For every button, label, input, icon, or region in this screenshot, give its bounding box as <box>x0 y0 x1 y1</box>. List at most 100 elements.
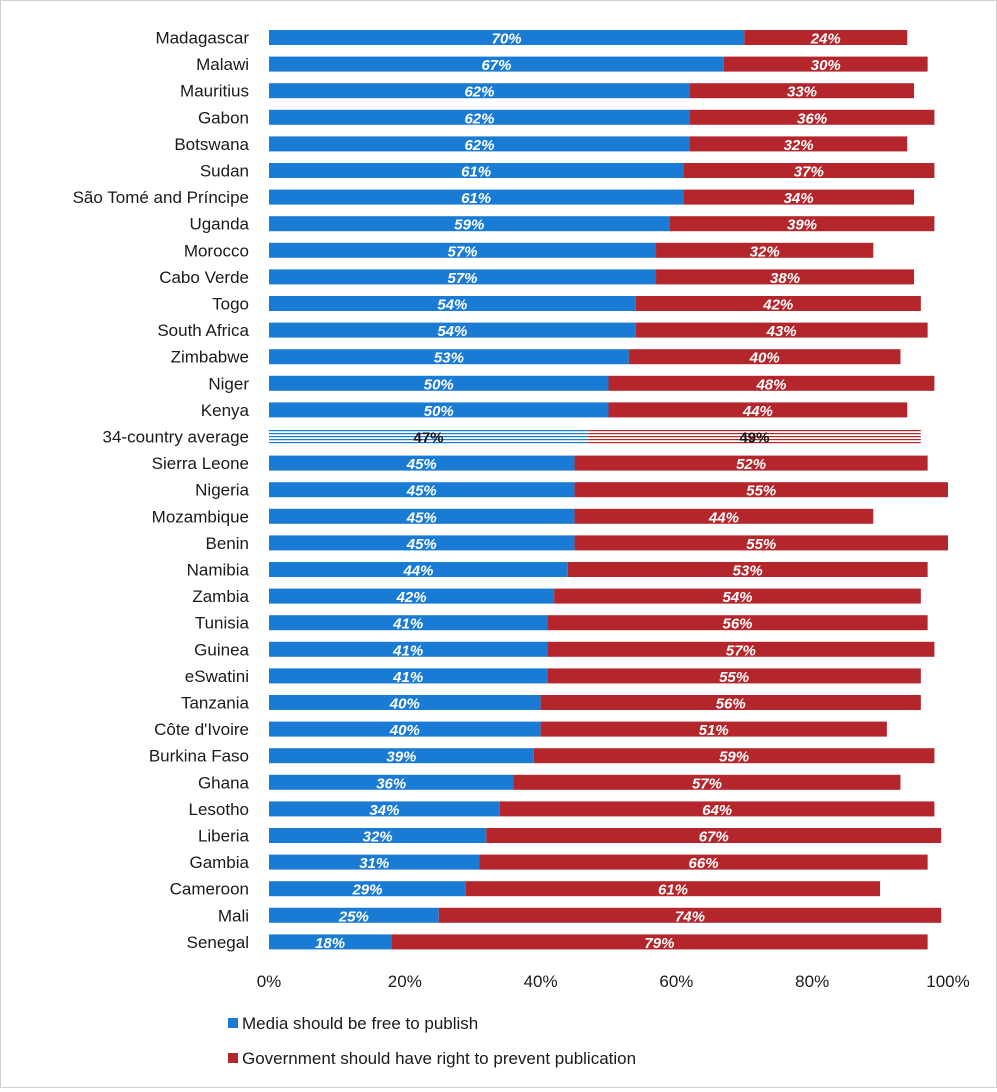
category-label: Burkina Faso <box>149 747 249 766</box>
data-label: 56% <box>722 616 752 633</box>
category-label: Cabo Verde <box>159 268 249 287</box>
data-label: 53% <box>733 563 763 580</box>
category-label: Madagascar <box>155 29 249 48</box>
category-label: Gabon <box>198 108 249 127</box>
category-label: Guinea <box>194 640 249 659</box>
bar-segment-free-to-publish <box>269 83 690 99</box>
category-label: Senegal <box>187 933 249 952</box>
data-label: 37% <box>794 164 824 181</box>
bar-segment-government-prevent <box>628 349 901 365</box>
bar-segment-government-prevent <box>574 535 948 551</box>
category-label: eSwatini <box>185 667 249 686</box>
data-label: 33% <box>787 84 817 101</box>
bar-segment-government-prevent <box>533 748 935 764</box>
data-label: 59% <box>719 749 749 766</box>
data-label: 44% <box>708 509 739 526</box>
x-tick-label: 80% <box>795 972 829 991</box>
data-label: 45% <box>406 509 437 526</box>
bar-segment-free-to-publish <box>269 801 500 817</box>
bar-segment-free-to-publish <box>269 535 575 551</box>
category-label: Tunisia <box>195 614 250 633</box>
data-label: 57% <box>447 243 477 260</box>
data-label: 38% <box>770 270 800 287</box>
category-label: Sierra Leone <box>152 454 249 473</box>
bar-segment-free-to-publish <box>269 109 690 125</box>
bar-segment-free-to-publish <box>269 828 487 843</box>
data-label: 34% <box>369 802 399 819</box>
data-label: 62% <box>464 110 494 127</box>
x-tick-label: 40% <box>524 972 558 991</box>
bar-segment-government-prevent <box>683 163 935 178</box>
bar-segment-free-to-publish <box>269 562 568 577</box>
bar-segment-free-to-publish <box>269 854 480 870</box>
bar-segment-government-prevent <box>588 429 921 444</box>
bar-segment-free-to-publish <box>269 934 392 950</box>
legend-swatch <box>228 1053 238 1063</box>
data-label: 18% <box>315 935 345 952</box>
bar-segment-free-to-publish <box>269 482 575 498</box>
data-label: 36% <box>376 775 406 792</box>
category-label: Niger <box>208 374 249 393</box>
category-label: Benin <box>206 534 249 553</box>
bar-segment-government-prevent <box>574 508 874 524</box>
data-label: 49% <box>739 430 769 447</box>
bar-segment-government-prevent <box>608 402 908 418</box>
bar-segment-free-to-publish <box>269 455 575 471</box>
category-label: Zambia <box>192 587 249 606</box>
category-label: Kenya <box>201 401 250 420</box>
data-label: 41% <box>392 642 423 659</box>
bar-segment-government-prevent <box>689 109 935 125</box>
data-label: 45% <box>406 456 437 473</box>
data-label: 59% <box>454 217 484 234</box>
data-label: 40% <box>389 722 420 739</box>
data-label: 25% <box>338 908 369 925</box>
legend-swatch <box>228 1018 238 1028</box>
bar-segment-government-prevent <box>723 56 928 72</box>
data-label: 34% <box>784 190 814 207</box>
bar-segment-government-prevent <box>499 801 935 817</box>
bar-segment-government-prevent <box>567 562 928 577</box>
bar-segment-government-prevent <box>513 774 901 790</box>
data-label: 56% <box>716 696 746 713</box>
bar-segment-government-prevent <box>486 828 942 843</box>
category-label: Gambia <box>189 853 249 872</box>
bar-segment-government-prevent <box>574 482 948 498</box>
bar-segment-free-to-publish <box>269 615 548 631</box>
bar-segment-government-prevent <box>540 695 921 710</box>
data-label: 40% <box>749 350 780 367</box>
data-label: 42% <box>762 297 793 314</box>
data-label: 55% <box>746 536 776 553</box>
data-label: 29% <box>351 882 382 899</box>
bar-segment-free-to-publish <box>269 907 439 923</box>
bar-segment-government-prevent <box>547 641 935 657</box>
data-label: 62% <box>464 84 494 101</box>
data-label: 55% <box>719 669 749 686</box>
bar-segment-free-to-publish <box>269 189 684 205</box>
data-label: 67% <box>699 829 729 846</box>
category-label: Mali <box>218 906 249 925</box>
data-label: 52% <box>736 456 766 473</box>
data-label: 36% <box>797 110 827 127</box>
bar-segment-free-to-publish <box>269 429 589 444</box>
bar-segment-government-prevent <box>540 721 887 737</box>
data-label: 79% <box>644 935 674 952</box>
data-label: 54% <box>722 589 752 606</box>
category-label: Cameroon <box>170 880 249 899</box>
bar-segment-government-prevent <box>479 854 928 870</box>
bar-segment-government-prevent <box>554 588 921 604</box>
data-label: 55% <box>746 483 776 500</box>
data-label: 66% <box>689 855 719 872</box>
data-label: 61% <box>461 190 491 207</box>
bar-segment-free-to-publish <box>269 375 609 391</box>
bar-segment-free-to-publish <box>269 322 636 338</box>
legend-label: Government should have right to prevent … <box>242 1049 636 1068</box>
data-label: 74% <box>675 908 705 925</box>
bar-segment-government-prevent <box>656 269 915 285</box>
bar-segment-government-prevent <box>744 30 908 45</box>
category-label: São Tomé and Príncipe <box>73 188 249 207</box>
bar-segment-free-to-publish <box>269 402 609 418</box>
data-label: 45% <box>406 483 437 500</box>
bar-segment-free-to-publish <box>269 668 548 684</box>
data-label: 61% <box>461 164 491 181</box>
